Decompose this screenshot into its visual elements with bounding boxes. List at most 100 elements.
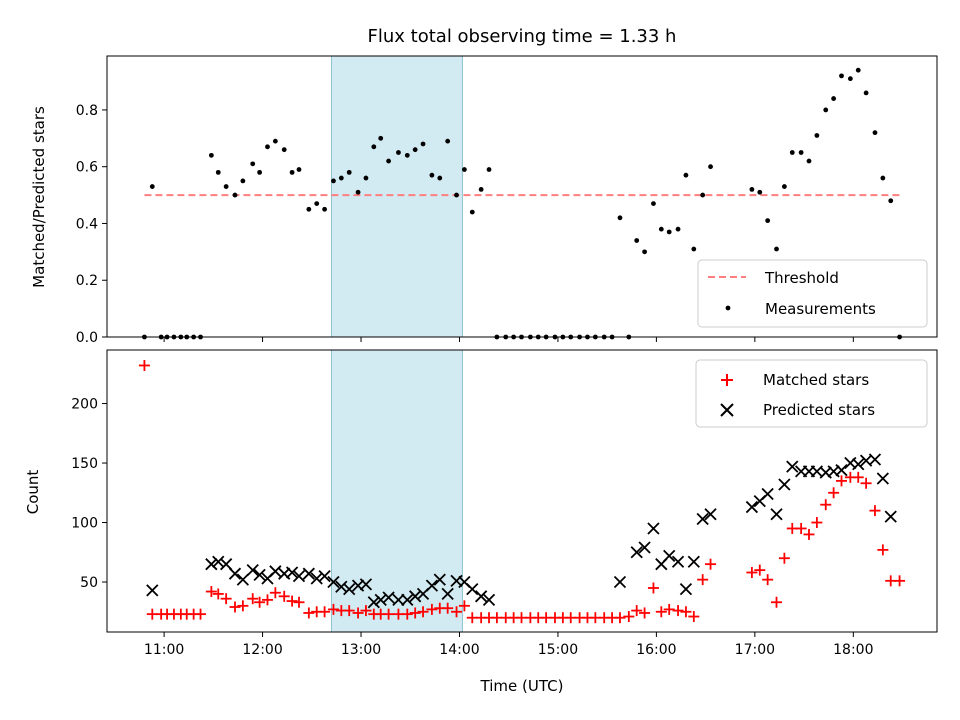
predicted-star-point [335, 580, 348, 593]
predicted-star-point [786, 460, 799, 473]
x-tick-label: 18:00 [833, 642, 873, 658]
measurement-point [272, 138, 278, 144]
matched-star-point [138, 359, 150, 371]
predicted-star-point [401, 593, 414, 607]
measurement-point [847, 76, 853, 82]
predicted-star-point [466, 583, 479, 596]
measurement-point [454, 192, 459, 198]
x-axis-label: Time (UTC) [480, 677, 564, 695]
matched-star-point [778, 552, 790, 564]
ratio-y-tick-label: 0.0 [76, 330, 98, 346]
predicted-star-point [146, 584, 159, 597]
matched-star-point [426, 603, 438, 615]
measurement-point [322, 206, 327, 212]
predicted-star-point [482, 593, 496, 607]
predicted-star-point [409, 590, 422, 603]
chart-title: Flux total observing time = 1.33 h [368, 26, 677, 47]
predicted-star-point [392, 593, 405, 607]
measurement-point [814, 133, 820, 138]
measurement-point [289, 169, 295, 175]
measurement-point [363, 175, 369, 181]
predicted-star-point [638, 541, 651, 554]
matched-star-point [401, 608, 413, 620]
measurement-point [666, 229, 672, 235]
ratio-y-tick-label: 0.2 [76, 273, 98, 289]
matched-star-point [639, 607, 651, 619]
measurement-point [789, 150, 795, 155]
matched-star-point [877, 544, 889, 556]
matched-star-point [860, 477, 872, 489]
matched-star-point [647, 582, 659, 594]
matched-star-point [614, 612, 626, 624]
x-tick-label: 16:00 [636, 642, 676, 658]
measurement-point [223, 184, 229, 189]
matched-star-point [237, 600, 249, 612]
measurement-point [437, 175, 443, 181]
matched-star-point [319, 606, 331, 618]
measurement-point [781, 184, 787, 189]
measurement-point [798, 150, 804, 155]
measurement-point [462, 167, 467, 172]
measurement-point [658, 226, 664, 232]
legend-box-bottom [695, 359, 928, 428]
predicted-star-point [253, 568, 266, 582]
matched-star-point [680, 606, 692, 618]
matched-star-point [771, 596, 783, 608]
matched-star-point [655, 606, 667, 618]
measurement-point [296, 167, 302, 172]
measurement-point [445, 138, 451, 144]
predicted-star-point [228, 567, 242, 580]
ratio-y-axis-label: Matched/Predicted stars [30, 106, 48, 288]
matched-star-point [623, 611, 635, 623]
ratio-x-ticks [163, 337, 854, 342]
predicted-star-point [292, 569, 306, 583]
predicted-star-point [696, 512, 709, 526]
x-tick-label: 15:00 [538, 642, 578, 658]
measurement-point [208, 152, 214, 158]
predicted-star-point [671, 555, 685, 568]
predicted-star-point [212, 555, 225, 568]
matched-star-point [688, 611, 700, 623]
count-plot-marks [138, 359, 906, 624]
matched-star-point [261, 594, 273, 606]
x-tick-label: 11:00 [144, 642, 184, 658]
measurement-point [378, 135, 384, 141]
predicted-star-point [246, 563, 259, 577]
predicted-star-point [205, 558, 218, 571]
predicted-star-point [647, 522, 660, 535]
matched-star-point [269, 587, 281, 599]
measurement-point [478, 187, 484, 192]
measurement-point [683, 172, 689, 178]
predicted-star-point [285, 566, 299, 579]
measurement-point [831, 96, 837, 101]
measurement-point [386, 158, 391, 164]
predicted-star-point [343, 583, 356, 596]
measurement-point [486, 167, 492, 172]
matched-star-point [417, 606, 429, 618]
measurement-point [469, 209, 475, 215]
predicted-star-point [382, 591, 395, 604]
x-tick-label: 17:00 [735, 642, 775, 658]
matched-star-point [746, 567, 758, 579]
predicted-star-point [663, 549, 676, 562]
predicted-star-point [613, 575, 627, 589]
measurement-point [355, 189, 361, 195]
predicted-star-point [374, 593, 387, 607]
measurement-point [765, 218, 771, 224]
measurement-point [651, 201, 656, 206]
measurement-point [429, 172, 435, 178]
matched-star-point [894, 575, 906, 587]
ratio-y-tick-label: 0.8 [76, 103, 98, 119]
observing-window [330, 55, 463, 338]
measurement-point [617, 215, 623, 221]
legend-box [697, 259, 928, 328]
matched-star-point [360, 605, 372, 617]
matched-star-point [795, 522, 807, 534]
measurement-point [420, 141, 426, 147]
matched-star-point [220, 593, 232, 605]
measurement-point [774, 246, 779, 252]
x-tick-label: 14:00 [439, 642, 479, 658]
measurement-point [823, 107, 829, 113]
count-y-tick-label: 100 [71, 516, 98, 532]
